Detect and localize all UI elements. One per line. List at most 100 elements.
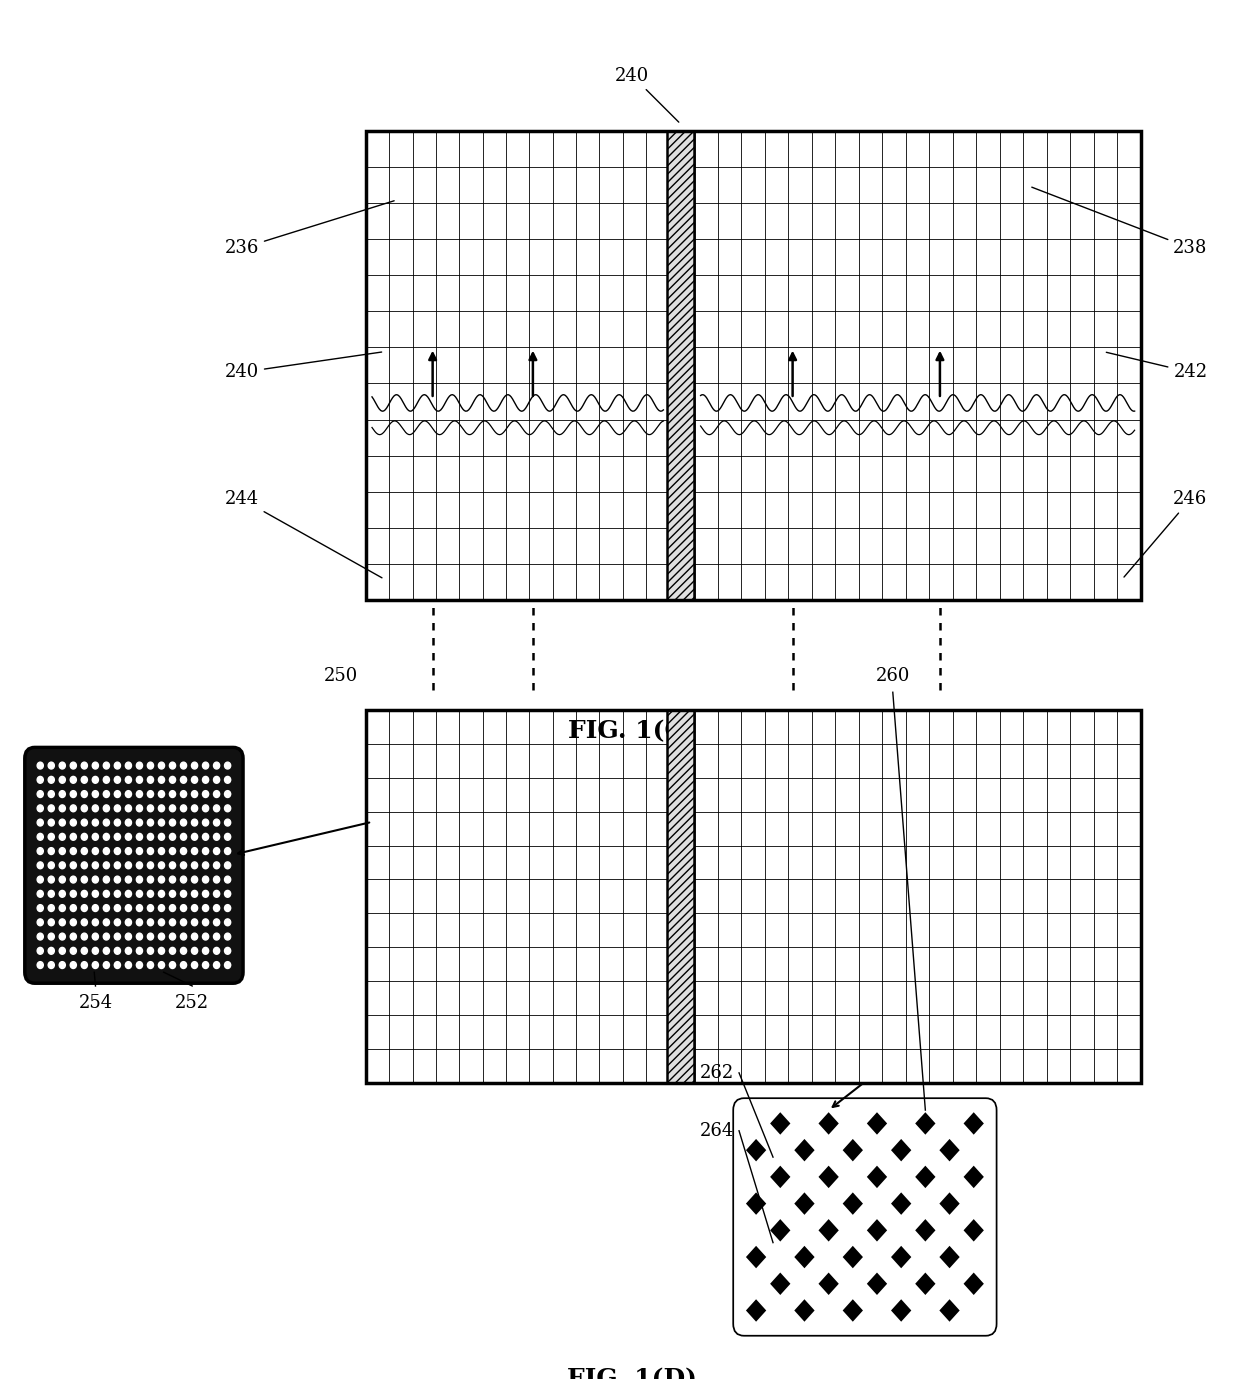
Circle shape: [136, 918, 143, 925]
Circle shape: [181, 776, 186, 783]
Circle shape: [71, 776, 77, 783]
Polygon shape: [746, 1139, 766, 1161]
Circle shape: [103, 763, 109, 769]
Circle shape: [181, 891, 186, 898]
Circle shape: [202, 833, 208, 840]
Polygon shape: [867, 1113, 887, 1135]
Circle shape: [48, 833, 55, 840]
Circle shape: [60, 934, 66, 940]
Circle shape: [148, 905, 154, 912]
Circle shape: [202, 862, 208, 869]
Circle shape: [148, 947, 154, 954]
Polygon shape: [843, 1139, 863, 1161]
Bar: [366, 131, 1141, 600]
Circle shape: [71, 934, 77, 940]
Circle shape: [125, 862, 131, 869]
Circle shape: [37, 833, 43, 840]
Circle shape: [125, 763, 131, 769]
Circle shape: [114, 776, 120, 783]
Circle shape: [159, 790, 165, 797]
Circle shape: [202, 819, 208, 826]
Polygon shape: [843, 1299, 863, 1321]
Polygon shape: [843, 1273, 863, 1295]
Circle shape: [191, 776, 197, 783]
Circle shape: [82, 848, 87, 855]
Circle shape: [60, 790, 66, 797]
Circle shape: [191, 918, 197, 925]
Circle shape: [60, 862, 66, 869]
Circle shape: [114, 763, 120, 769]
Circle shape: [82, 819, 87, 826]
Circle shape: [213, 876, 219, 883]
Circle shape: [92, 848, 98, 855]
Circle shape: [71, 905, 77, 912]
Polygon shape: [867, 1219, 887, 1241]
Circle shape: [159, 947, 165, 954]
Circle shape: [125, 790, 131, 797]
Polygon shape: [940, 1165, 960, 1189]
Circle shape: [125, 905, 131, 912]
Circle shape: [48, 947, 55, 954]
Polygon shape: [795, 1299, 815, 1321]
Polygon shape: [818, 1273, 838, 1295]
Circle shape: [213, 833, 219, 840]
Text: 246: 246: [1123, 490, 1208, 576]
Polygon shape: [915, 1113, 935, 1135]
Circle shape: [48, 905, 55, 912]
Circle shape: [224, 763, 231, 769]
Polygon shape: [746, 1165, 766, 1189]
Polygon shape: [940, 1245, 960, 1269]
Circle shape: [148, 876, 154, 883]
Circle shape: [148, 833, 154, 840]
Circle shape: [213, 776, 219, 783]
Circle shape: [71, 961, 77, 968]
Circle shape: [82, 934, 87, 940]
Circle shape: [170, 848, 176, 855]
Circle shape: [191, 848, 197, 855]
Bar: [667, 710, 694, 1083]
Circle shape: [191, 934, 197, 940]
Text: FIG. 1(D): FIG. 1(D): [568, 1367, 697, 1379]
Circle shape: [191, 763, 197, 769]
Polygon shape: [818, 1193, 838, 1215]
Circle shape: [125, 891, 131, 898]
Circle shape: [136, 776, 143, 783]
Circle shape: [170, 947, 176, 954]
Circle shape: [60, 819, 66, 826]
Circle shape: [213, 862, 219, 869]
Circle shape: [71, 833, 77, 840]
Polygon shape: [818, 1165, 838, 1189]
Polygon shape: [795, 1139, 815, 1161]
Circle shape: [114, 876, 120, 883]
Circle shape: [103, 848, 109, 855]
Circle shape: [48, 862, 55, 869]
FancyBboxPatch shape: [25, 747, 243, 983]
Circle shape: [125, 961, 131, 968]
Polygon shape: [818, 1245, 838, 1269]
Circle shape: [60, 961, 66, 968]
Circle shape: [148, 763, 154, 769]
Circle shape: [103, 776, 109, 783]
Circle shape: [125, 833, 131, 840]
Polygon shape: [746, 1245, 766, 1269]
Circle shape: [60, 947, 66, 954]
Circle shape: [37, 848, 43, 855]
Circle shape: [114, 934, 120, 940]
Polygon shape: [746, 1219, 766, 1241]
Circle shape: [103, 934, 109, 940]
Circle shape: [224, 876, 231, 883]
Circle shape: [213, 934, 219, 940]
Circle shape: [103, 918, 109, 925]
Circle shape: [170, 819, 176, 826]
Circle shape: [82, 947, 87, 954]
Circle shape: [103, 862, 109, 869]
Circle shape: [125, 805, 131, 812]
Circle shape: [159, 876, 165, 883]
Circle shape: [92, 876, 98, 883]
Circle shape: [136, 763, 143, 769]
Circle shape: [181, 819, 186, 826]
Circle shape: [202, 776, 208, 783]
Circle shape: [170, 934, 176, 940]
Polygon shape: [915, 1193, 935, 1215]
Circle shape: [191, 833, 197, 840]
